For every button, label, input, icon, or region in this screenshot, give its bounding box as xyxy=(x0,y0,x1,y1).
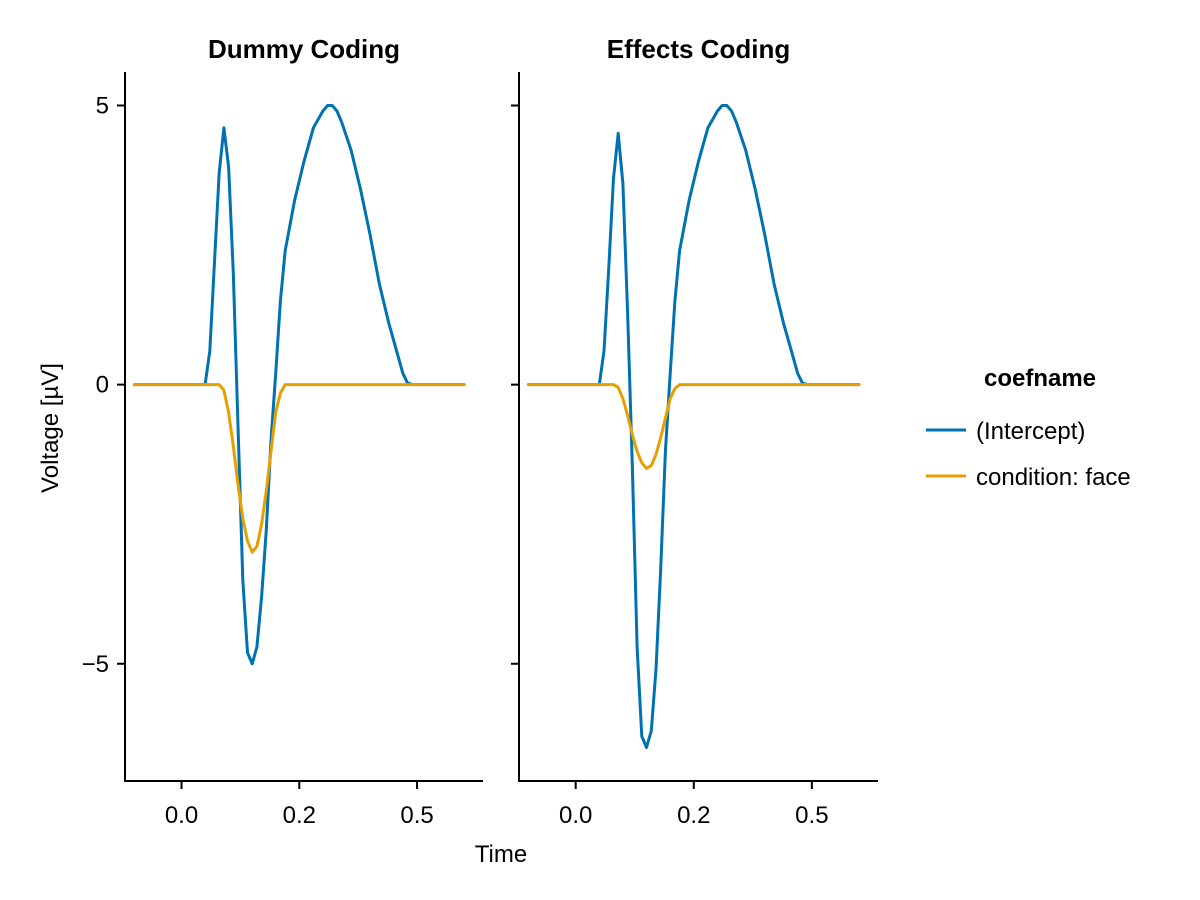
legend-label: (Intercept) xyxy=(976,418,1085,445)
panel-title: Dummy Coding xyxy=(208,34,400,64)
chart-panels: Dummy Coding 0.0 0.2 0.5 5 0 −5 Effects Coding 0… xyxy=(82,34,878,829)
x-tick-label: 0.0 xyxy=(165,802,198,829)
panel-title: Effects Coding xyxy=(607,34,790,64)
series-line-intercept xyxy=(526,104,861,749)
legend-entries: (Intercept) condition: face xyxy=(926,418,1131,491)
legend: coefname (Intercept) condition: face xyxy=(926,365,1131,491)
x-tick-label: 0.0 xyxy=(559,802,592,829)
legend-label: condition: face xyxy=(976,464,1131,491)
y-tick-label: −5 xyxy=(82,651,109,678)
x-tick-label: 0.2 xyxy=(283,802,316,829)
y-tick-label: 5 xyxy=(96,92,109,119)
legend-entry-condition-face: condition: face xyxy=(926,464,1131,491)
legend-entry-intercept: (Intercept) xyxy=(926,418,1085,445)
x-tick-label: 0.2 xyxy=(677,802,710,829)
x-tick-label: 0.5 xyxy=(795,802,828,829)
y-axis-label: Voltage [µV] xyxy=(37,363,64,493)
series-line-condition-face xyxy=(132,383,466,554)
x-axis-label: Time xyxy=(475,841,527,868)
y-tick-label: 0 xyxy=(96,372,109,399)
x-tick-label: 0.5 xyxy=(400,802,433,829)
panel-1: Dummy Coding 0.0 0.2 0.5 5 0 −5 xyxy=(82,34,483,829)
series-line-condition-face xyxy=(526,383,861,470)
legend-title: coefname xyxy=(984,365,1096,392)
series-line-intercept xyxy=(132,104,466,666)
panel-2: Effects Coding 0.0 0.2 0.5 xyxy=(511,34,878,829)
